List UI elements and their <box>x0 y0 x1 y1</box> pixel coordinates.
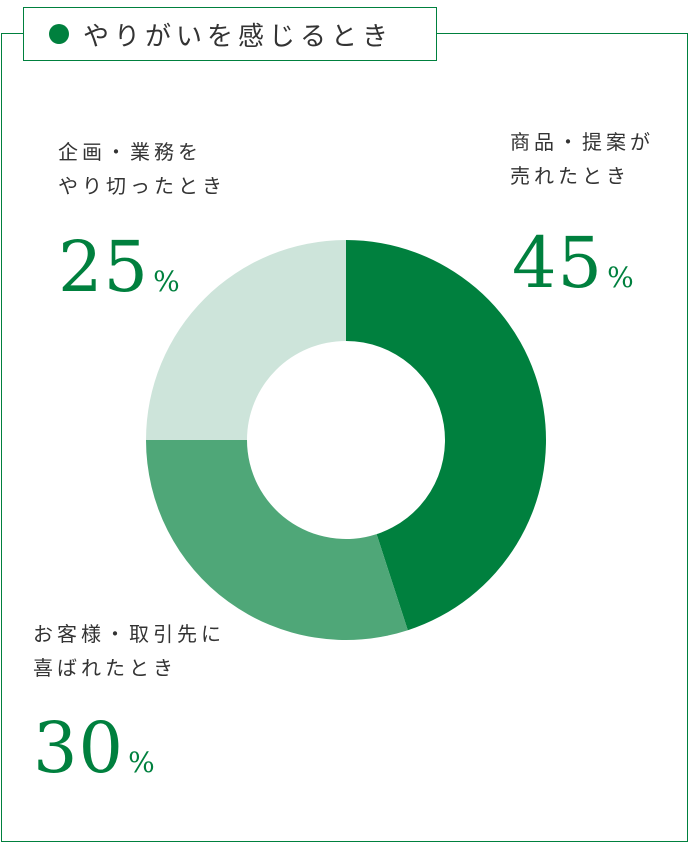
donut-slice-sold <box>346 240 547 631</box>
slice-label-line: お客様・取引先に <box>33 622 225 646</box>
percent-unit: % <box>153 265 180 298</box>
donut-slice-pleased <box>146 440 408 640</box>
slice-value-number: 25 <box>58 226 150 308</box>
percent-unit: % <box>128 746 155 779</box>
slice-label-line: 企画・業務を <box>58 140 202 164</box>
slice-value-number: 45 <box>512 222 604 304</box>
slice-value-number: 30 <box>33 707 125 789</box>
slice-label-line: 喜ばれたとき <box>33 656 177 680</box>
slice-value-sold: 45% <box>512 228 634 298</box>
slice-label-line: 売れたとき <box>510 164 630 188</box>
slice-label-sold: 商品・提案が 売れたとき <box>510 125 654 193</box>
slice-label-completed: 企画・業務を やり切ったとき <box>58 135 226 203</box>
bullet-dot-icon <box>49 24 69 44</box>
slice-value-completed: 25% <box>58 232 180 302</box>
donut-slice-completed <box>146 240 346 440</box>
slice-value-pleased: 30% <box>33 713 155 783</box>
page-title: やりがいを感じるとき <box>83 21 394 52</box>
percent-unit: % <box>607 261 634 294</box>
section-title: やりがいを感じるとき <box>23 7 437 61</box>
slice-label-pleased: お客様・取引先に 喜ばれたとき <box>33 617 225 685</box>
slice-label-line: やり切ったとき <box>58 174 226 198</box>
slice-label-line: 商品・提案が <box>510 130 654 154</box>
